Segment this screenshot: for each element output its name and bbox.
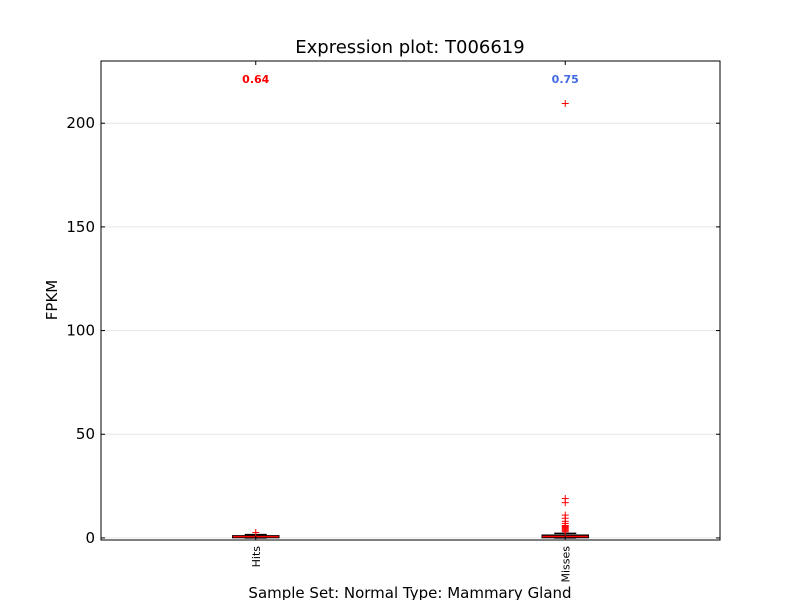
plot-area-frame <box>100 60 721 541</box>
box-plot-layer <box>232 100 589 539</box>
y-tick-label: 150 <box>66 218 95 236</box>
y-axis-label: FPKM <box>43 280 61 320</box>
y-tick-label: 100 <box>66 322 95 340</box>
x-tick-label: Hits <box>250 546 263 568</box>
annotation-hits: 0.64 <box>242 73 269 86</box>
outlier-marker <box>561 100 569 108</box>
chart-title: Expression plot: T006619 <box>295 37 524 58</box>
y-tick-label: 50 <box>76 425 95 443</box>
x-axis-ticks: Hits Misses <box>250 61 572 583</box>
box-misses <box>541 100 589 539</box>
outlier-marker <box>561 528 569 536</box>
gridlines <box>101 122 720 539</box>
y-tick-label: 200 <box>66 114 95 132</box>
outlier-marker <box>252 529 260 537</box>
x-tick-label: Misses <box>559 546 572 583</box>
outlier-marker <box>561 499 569 507</box>
annotation-misses: 0.75 <box>552 73 579 86</box>
y-tick-label: 0 <box>85 529 95 547</box>
annotation-layer: 0.64 0.75 <box>242 73 579 86</box>
x-axis-label: Sample Set: Normal Type: Mammary Gland <box>248 584 571 600</box>
y-axis-ticks: 0 50 100 150 200 <box>66 114 720 547</box>
